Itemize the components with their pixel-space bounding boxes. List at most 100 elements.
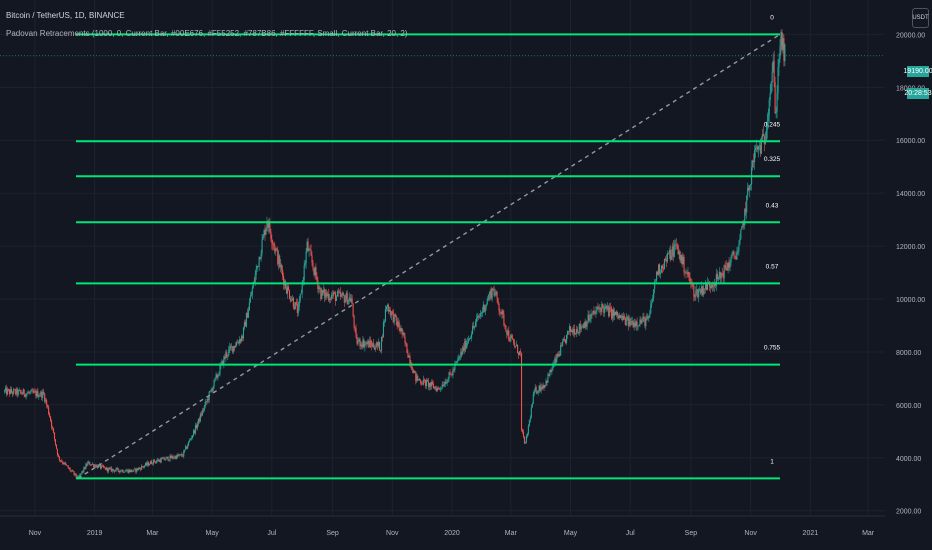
candle-body <box>82 471 84 473</box>
candle-body <box>515 345 517 347</box>
candle-body <box>282 269 284 276</box>
candle-body <box>718 272 720 277</box>
candle-body <box>594 313 596 315</box>
candle-body <box>527 425 529 434</box>
candle-body <box>584 321 586 328</box>
y-tick-label: 20000.00 <box>896 32 925 39</box>
candle-body <box>132 471 134 473</box>
candle-body <box>659 264 661 274</box>
candle-body <box>171 456 173 459</box>
candle-body <box>440 388 442 389</box>
candle-body <box>668 250 670 254</box>
candle-body <box>9 389 11 395</box>
candle-body <box>694 296 696 298</box>
candle-body <box>607 306 609 310</box>
candle-body <box>307 241 309 251</box>
candle-body <box>720 272 722 279</box>
candle-body <box>629 318 631 326</box>
x-tick-label: Nov <box>386 530 399 537</box>
candle-body <box>533 390 535 395</box>
candle-body <box>472 326 475 328</box>
candle-body <box>266 222 268 228</box>
candle-body <box>146 462 149 465</box>
candle-body <box>290 299 292 301</box>
candle-body <box>264 230 266 235</box>
candle-body <box>443 384 445 387</box>
candle-body <box>212 386 214 392</box>
candle-body <box>685 272 687 274</box>
candle-body <box>310 249 312 256</box>
candle-body <box>186 446 188 449</box>
candle-body <box>67 465 69 469</box>
candle-body <box>732 251 734 254</box>
candle-body <box>609 307 611 316</box>
candle-body <box>433 386 435 389</box>
candle-body <box>429 383 432 387</box>
candle-body <box>641 321 643 324</box>
candle-body <box>710 284 713 288</box>
candle-body <box>712 286 714 288</box>
candle-body <box>188 441 190 446</box>
candle-body <box>590 314 592 319</box>
candle-body <box>394 314 396 316</box>
candle-body <box>696 289 698 292</box>
candle-body <box>258 257 260 267</box>
candle-body <box>499 310 501 313</box>
candle-body <box>218 374 220 376</box>
candle-body <box>767 115 769 122</box>
x-tick-label: Nov <box>744 530 757 537</box>
candle-body <box>246 312 248 318</box>
candle-body <box>335 296 338 301</box>
candle-body <box>187 445 189 449</box>
candle-body <box>58 456 60 461</box>
candle-body <box>68 468 70 469</box>
x-tick-label: Nov <box>29 530 42 537</box>
candle-body <box>127 469 129 473</box>
x-tick-label: 2019 <box>87 530 103 537</box>
candle-body <box>399 328 401 332</box>
candle-body <box>711 284 713 288</box>
candle-body <box>736 252 738 260</box>
candle-body <box>704 288 706 290</box>
candle-body <box>655 280 657 282</box>
candle-body <box>563 339 565 342</box>
candle-body <box>738 244 740 251</box>
candle-body <box>733 251 735 256</box>
candle-body <box>488 294 490 300</box>
candle-body <box>279 255 281 268</box>
currency-button[interactable]: USDT <box>912 8 929 28</box>
candle-body <box>149 461 152 465</box>
candle-body <box>117 468 119 471</box>
candle-body <box>561 345 563 347</box>
candle-body <box>359 339 361 346</box>
candle-body <box>31 389 33 391</box>
candle-body <box>419 379 421 381</box>
candle-body <box>236 342 238 346</box>
candle-body <box>555 358 557 363</box>
retracement-level-label: 0.755 <box>764 345 781 352</box>
candle-body <box>126 469 128 471</box>
candle-body <box>147 462 150 466</box>
candle-body <box>724 264 726 266</box>
candle-body <box>400 328 402 332</box>
candle-body <box>363 339 365 348</box>
candle-body <box>656 271 658 281</box>
candle-body <box>466 343 468 349</box>
candle-body <box>337 291 339 293</box>
candle-body <box>157 459 159 462</box>
candle-body <box>534 387 536 391</box>
candle-body <box>19 390 21 393</box>
candle-body <box>760 138 762 154</box>
candle-body <box>199 413 201 422</box>
candle-body <box>101 465 104 467</box>
candle-body <box>613 309 615 316</box>
candle-body <box>39 395 41 397</box>
candle-body <box>268 221 270 228</box>
candle-body <box>12 389 14 394</box>
candle-body <box>203 406 205 411</box>
candle-body <box>626 316 628 318</box>
candle-body <box>95 465 97 468</box>
candle-body <box>274 245 276 252</box>
candle-body <box>18 390 20 391</box>
